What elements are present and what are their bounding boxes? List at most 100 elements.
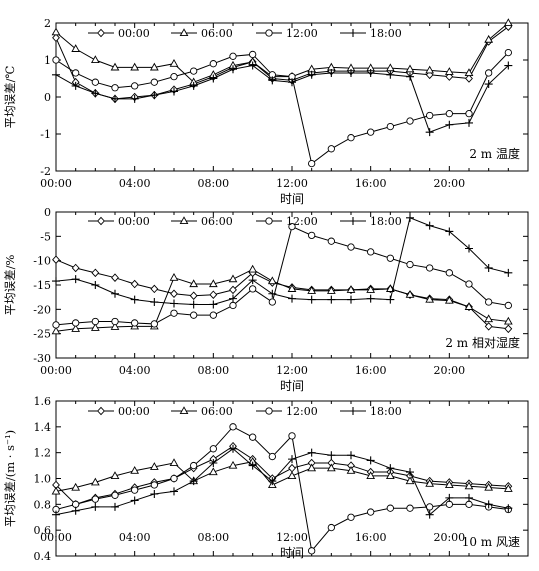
data-point bbox=[51, 27, 61, 36]
data-point bbox=[111, 491, 119, 499]
y-tick-label: -5 bbox=[40, 230, 51, 243]
data-point bbox=[386, 254, 394, 262]
data-point bbox=[91, 502, 100, 511]
y-axis-label: 平均误差/(m · s⁻¹) bbox=[3, 430, 17, 527]
y-tick-label: 0 bbox=[44, 206, 51, 219]
data-point bbox=[170, 309, 178, 317]
data-point bbox=[386, 504, 394, 512]
data-point bbox=[307, 70, 316, 79]
data-point bbox=[150, 284, 159, 294]
data-point bbox=[268, 298, 276, 306]
data-point bbox=[71, 324, 81, 332]
y-tick-label: -25 bbox=[33, 328, 51, 341]
data-point bbox=[150, 490, 159, 498]
legend-marker bbox=[97, 216, 105, 226]
series-line bbox=[55, 445, 509, 505]
x-tick-label: 16:00 bbox=[355, 531, 387, 544]
data-point bbox=[110, 62, 120, 71]
y-tick-label: 1.4 bbox=[34, 421, 52, 434]
data-point bbox=[327, 237, 335, 245]
data-point bbox=[465, 493, 473, 502]
y-tick-label: 1 bbox=[44, 54, 51, 67]
data-point bbox=[248, 461, 257, 470]
chart-panel-3: 0.4 0.6 0.8 1.0 1.2 1.4 1.6 00:00 04:00 08:00 12:0… bbox=[3, 395, 529, 563]
x-tick-label: 20:00 bbox=[433, 531, 465, 544]
data-point bbox=[229, 65, 237, 74]
data-point bbox=[425, 478, 435, 487]
legend-marker bbox=[265, 29, 273, 37]
legend-label: 18:00 bbox=[370, 405, 402, 418]
data-point bbox=[366, 68, 375, 77]
data-point bbox=[149, 62, 159, 71]
data-point bbox=[209, 459, 218, 467]
data-point bbox=[484, 482, 494, 491]
series-line bbox=[55, 461, 509, 492]
data-point bbox=[229, 444, 237, 453]
legend-label: 18:00 bbox=[370, 27, 402, 40]
data-point bbox=[464, 68, 474, 77]
x-tick-label: 00:00 bbox=[40, 364, 72, 377]
data-point bbox=[91, 281, 100, 289]
data-point bbox=[267, 276, 277, 285]
y-tick-label: 1.6 bbox=[34, 395, 52, 408]
data-point bbox=[484, 34, 494, 43]
series-line bbox=[55, 448, 509, 516]
data-point bbox=[111, 502, 119, 511]
data-point bbox=[445, 500, 453, 508]
data-point bbox=[90, 477, 100, 486]
x-axis-label: 时间 bbox=[280, 379, 304, 393]
data-point bbox=[91, 89, 100, 98]
data-point bbox=[249, 433, 257, 441]
data-point bbox=[426, 264, 434, 272]
legend-label: 12:00 bbox=[286, 27, 318, 40]
x-tick-label: 08:00 bbox=[197, 177, 229, 190]
data-point bbox=[190, 67, 198, 75]
data-point bbox=[444, 67, 454, 75]
panel-label: 2 m 相对湿度 bbox=[445, 335, 520, 350]
data-point bbox=[91, 268, 100, 278]
data-point bbox=[425, 65, 435, 74]
x-tick-label: 12:00 bbox=[276, 177, 308, 190]
data-point bbox=[209, 300, 218, 309]
data-point bbox=[190, 461, 198, 470]
data-point bbox=[406, 72, 414, 81]
data-point bbox=[367, 128, 375, 136]
data-point bbox=[71, 263, 80, 273]
data-point bbox=[150, 298, 159, 307]
data-point bbox=[504, 61, 513, 70]
legend-label: 06:00 bbox=[201, 215, 233, 228]
data-point bbox=[189, 279, 199, 288]
data-point bbox=[465, 244, 473, 253]
x-tick-label: 08:00 bbox=[197, 364, 229, 377]
data-point bbox=[307, 286, 317, 294]
data-point bbox=[307, 463, 317, 472]
data-point bbox=[248, 264, 258, 273]
data-point bbox=[367, 508, 375, 516]
data-point bbox=[249, 285, 257, 293]
series-0600 bbox=[51, 456, 513, 495]
data-point bbox=[91, 78, 99, 86]
data-point bbox=[485, 69, 493, 77]
data-point bbox=[347, 451, 355, 460]
data-point bbox=[347, 295, 355, 304]
data-point bbox=[111, 289, 119, 298]
data-point bbox=[308, 547, 316, 555]
data-point bbox=[52, 56, 60, 64]
data-point bbox=[189, 300, 198, 309]
y-tick-label: -10 bbox=[33, 255, 51, 268]
data-point bbox=[425, 221, 434, 230]
data-point bbox=[268, 452, 276, 461]
x-tick-label: 04:00 bbox=[119, 177, 151, 190]
data-point bbox=[268, 289, 277, 298]
data-point bbox=[465, 110, 473, 118]
data-point bbox=[131, 82, 139, 90]
y-tick-label: 1.2 bbox=[34, 447, 52, 460]
data-point bbox=[189, 477, 198, 486]
data-point bbox=[91, 495, 99, 503]
data-point bbox=[347, 513, 355, 521]
data-point bbox=[72, 69, 80, 77]
legend-marker bbox=[265, 407, 273, 415]
x-tick-label: 08:00 bbox=[197, 531, 229, 544]
data-point bbox=[504, 324, 513, 334]
data-point bbox=[248, 61, 257, 70]
